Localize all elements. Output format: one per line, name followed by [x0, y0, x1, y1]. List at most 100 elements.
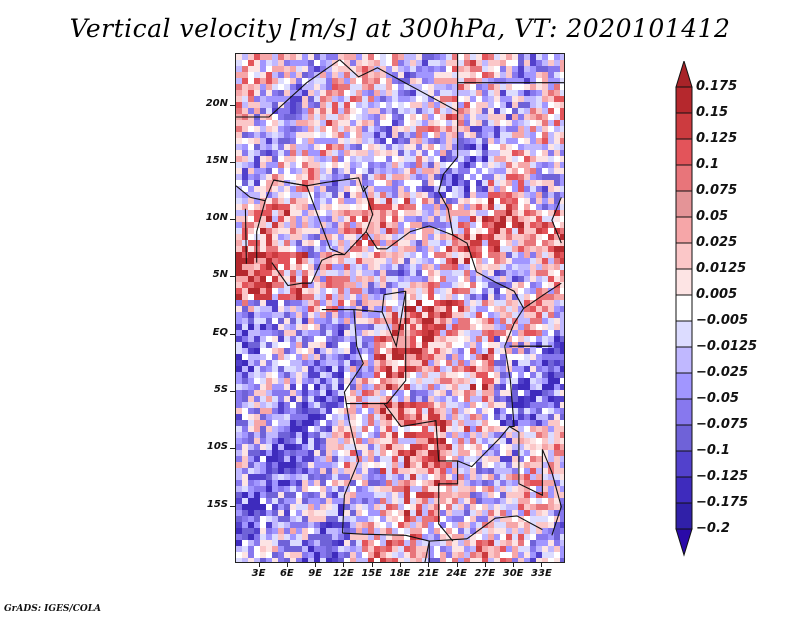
field-cell — [242, 492, 249, 499]
field-cell — [458, 384, 465, 391]
field-cell — [464, 252, 471, 259]
field-cell — [452, 402, 459, 409]
field-cell — [452, 90, 459, 97]
field-cell — [476, 66, 483, 73]
y-tick-mark — [230, 104, 235, 106]
field-cell — [338, 258, 345, 265]
field-cell — [332, 258, 339, 265]
field-cell — [362, 504, 369, 511]
field-cell — [518, 486, 525, 493]
field-cell — [404, 474, 411, 481]
field-cell — [368, 378, 375, 385]
field-cell — [380, 150, 387, 157]
field-cell — [296, 414, 303, 421]
field-cell — [302, 372, 309, 379]
field-cell — [374, 150, 381, 157]
field-cell — [284, 504, 291, 511]
field-cell — [494, 420, 501, 427]
field-cell — [452, 192, 459, 199]
field-cell — [248, 438, 255, 445]
field-cell — [332, 186, 339, 193]
field-cell — [476, 114, 483, 121]
field-cell — [314, 276, 321, 283]
field-cell — [422, 534, 429, 541]
field-cell — [326, 54, 333, 61]
field-cell — [380, 360, 387, 367]
field-cell — [476, 144, 483, 151]
field-cell — [368, 270, 375, 277]
field-cell — [326, 144, 333, 151]
field-cell — [518, 432, 525, 439]
field-cell — [308, 210, 315, 217]
field-cell — [470, 366, 477, 373]
field-cell — [560, 78, 564, 85]
field-cell — [452, 258, 459, 265]
field-cell — [290, 348, 297, 355]
field-cell — [392, 408, 399, 415]
field-cell — [512, 144, 519, 151]
field-cell — [482, 540, 489, 547]
field-cell — [464, 426, 471, 433]
field-cell — [458, 210, 465, 217]
field-cell — [254, 396, 261, 403]
field-cell — [380, 66, 387, 73]
x-tick-label: 12E — [333, 568, 354, 579]
field-cell — [422, 432, 429, 439]
field-cell — [338, 558, 345, 562]
field-cell — [374, 114, 381, 121]
field-cell — [302, 492, 309, 499]
field-cell — [404, 84, 411, 91]
field-cell — [476, 342, 483, 349]
field-cell — [272, 462, 279, 469]
field-cell — [554, 456, 561, 463]
field-cell — [266, 66, 273, 73]
field-cell — [494, 390, 501, 397]
field-cell — [326, 270, 333, 277]
field-cell — [494, 486, 501, 493]
field-cell — [290, 474, 297, 481]
field-cell — [440, 132, 447, 139]
field-cell — [302, 324, 309, 331]
field-cell — [542, 54, 549, 61]
field-cell — [356, 450, 363, 457]
field-cell — [554, 534, 561, 541]
field-cell — [344, 282, 351, 289]
field-cell — [248, 84, 255, 91]
field-cell — [416, 252, 423, 259]
field-cell — [368, 558, 375, 562]
field-cell — [518, 552, 525, 559]
field-cell — [356, 438, 363, 445]
field-cell — [326, 396, 333, 403]
field-cell — [434, 54, 441, 61]
field-cell — [368, 282, 375, 289]
field-cell — [254, 456, 261, 463]
field-cell — [422, 414, 429, 421]
field-cell — [356, 456, 363, 463]
field-cell — [434, 90, 441, 97]
colorbar — [675, 61, 693, 557]
field-cell — [428, 402, 435, 409]
field-cell — [302, 66, 309, 73]
field-cell — [428, 366, 435, 373]
field-cell — [254, 360, 261, 367]
field-cell — [302, 444, 309, 451]
field-cell — [314, 84, 321, 91]
field-cell — [506, 468, 513, 475]
field-cell — [356, 498, 363, 505]
field-cell — [338, 492, 345, 499]
field-cell — [344, 150, 351, 157]
field-cell — [488, 408, 495, 415]
field-cell — [326, 468, 333, 475]
field-cell — [530, 354, 537, 361]
field-cell — [512, 540, 519, 547]
field-cell — [362, 420, 369, 427]
field-cell — [278, 120, 285, 127]
field-cell — [416, 336, 423, 343]
field-cell — [260, 480, 267, 487]
field-cell — [542, 162, 549, 169]
field-cell — [464, 216, 471, 223]
field-cell — [488, 294, 495, 301]
field-cell — [242, 402, 249, 409]
field-cell — [452, 150, 459, 157]
field-cell — [524, 156, 531, 163]
